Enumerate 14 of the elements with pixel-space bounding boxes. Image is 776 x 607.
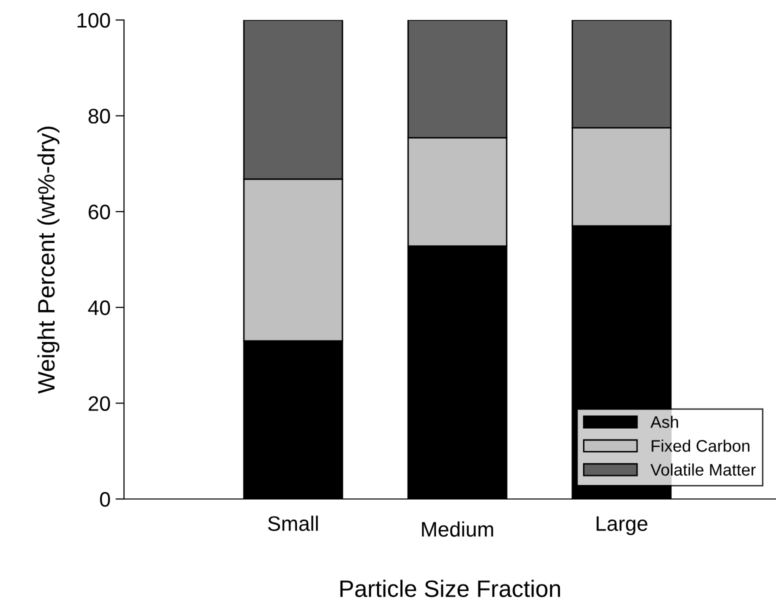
x-tick-label: Small xyxy=(268,516,318,531)
x-tick-label: Medium xyxy=(422,521,494,537)
y-tick-label: 60 xyxy=(88,204,110,220)
y-tick-label: 80 xyxy=(88,108,110,124)
y-tick-label: 0 xyxy=(100,492,110,507)
legend-label: Fixed Carbon xyxy=(652,440,750,452)
x-tick-label: Large xyxy=(596,516,648,536)
legend-label: Ash xyxy=(650,416,678,428)
y-tick-label: 100 xyxy=(78,13,110,28)
legend-label: Volatile Matter xyxy=(650,463,756,476)
y-tick-label: 40 xyxy=(88,300,110,316)
y-tick-label: 20 xyxy=(88,396,110,411)
x-axis-title: Particle Size Fraction xyxy=(340,580,560,598)
y-axis-title: Weight Percent (wt%-dry) xyxy=(37,126,60,394)
